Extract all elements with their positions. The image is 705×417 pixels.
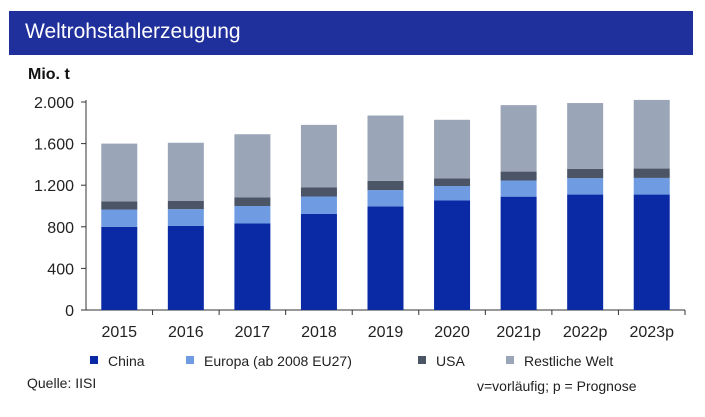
legend-item-europa: Europa (ab 2008 EU27) (186, 353, 352, 369)
bar-segment-china-2022p (567, 194, 604, 310)
legend-label-europa: Europa (ab 2008 EU27) (204, 353, 352, 369)
bar-segment-restliche-2023p (633, 99, 670, 169)
bar-segment-china-2016 (167, 225, 204, 310)
bar-segment-china-2019 (367, 206, 404, 310)
bar-segment-europa-2018 (300, 196, 337, 215)
y-tick-label: 0 (65, 303, 74, 320)
legend-label-restliche-welt: Restliche Welt (524, 353, 614, 369)
bar-segment-usa-2020 (434, 178, 471, 187)
bar-segment-restliche-2015 (101, 143, 138, 202)
bar-segment-europa-2020 (434, 186, 471, 201)
bar-segment-usa-2018 (300, 187, 337, 197)
bar-segment-usa-2015 (101, 201, 138, 210)
bar-segment-china-2023p (633, 194, 670, 310)
bar-segment-restliche-2017 (234, 134, 271, 198)
bar-segment-usa-2016 (167, 201, 204, 210)
bar-segment-china-2015 (101, 226, 138, 310)
legend-swatch-europa (186, 356, 194, 365)
y-tick-label: 400 (47, 261, 74, 278)
bar-segment-europa-2017 (234, 206, 271, 224)
bar-segment-restliche-2018 (300, 124, 337, 188)
legend-item-usa: USA (418, 353, 465, 369)
bar-segment-restliche-2019 (367, 115, 404, 181)
forecast-footnote: v=vorläufig; p = Prognose (477, 378, 637, 394)
legend-label-usa: USA (436, 353, 465, 369)
bar-segment-china-2021p (500, 196, 537, 310)
bar-segment-europa-2016 (167, 209, 204, 226)
x-tick-label: 2020 (434, 324, 470, 341)
legend-item-china: China (90, 353, 145, 369)
bar-segment-restliche-2022p (567, 103, 604, 169)
chart-title: Weltrohstahlerzeugung (25, 20, 241, 43)
bar-segment-restliche-2020 (434, 119, 471, 179)
bar-segment-usa-2022p (567, 168, 604, 179)
bar-segment-restliche-2016 (167, 142, 204, 202)
bar-segment-usa-2019 (367, 180, 404, 191)
bar-segment-china-2018 (300, 214, 337, 310)
bar-segment-europa-2015 (101, 209, 138, 227)
y-tick-label: 2.000 (34, 95, 74, 112)
title-bar: Weltrohstahlerzeugung (9, 11, 693, 55)
bar-segment-usa-2017 (234, 197, 271, 206)
bar-segment-usa-2023p (633, 168, 670, 178)
bar-segment-europa-2021p (500, 180, 537, 197)
y-tick-label: 1.600 (34, 137, 74, 154)
y-axis-unit-label: Mio. t (28, 66, 70, 83)
bar-segment-europa-2019 (367, 190, 404, 207)
x-tick-label: 2015 (101, 324, 137, 341)
legend-swatch-usa (418, 356, 426, 365)
x-tick-label: 2019 (368, 324, 404, 341)
y-tick-label: 800 (47, 220, 74, 237)
bar-segment-restliche-2021p (500, 105, 537, 172)
legend-label-china: China (108, 353, 145, 369)
legend-item-restliche-welt: Restliche Welt (506, 353, 613, 369)
source-note: Quelle: IISI (27, 375, 97, 391)
bar-segment-china-2020 (434, 200, 471, 310)
x-tick-label: 2017 (235, 324, 271, 341)
bar-segment-usa-2021p (500, 171, 537, 181)
x-tick-label: 2021p (496, 324, 541, 341)
y-tick-label: 1.200 (34, 178, 74, 195)
bar-segment-china-2017 (234, 223, 271, 310)
x-tick-label: 2018 (301, 324, 337, 341)
x-tick-label: 2023p (629, 324, 674, 341)
x-tick-label: 2022p (563, 324, 608, 341)
legend-swatch-restliche-welt (506, 356, 514, 365)
legend-swatch-china (90, 356, 98, 365)
x-tick-label: 2016 (168, 324, 204, 341)
bar-segment-europa-2022p (567, 178, 604, 195)
bar-segment-europa-2023p (633, 177, 670, 195)
